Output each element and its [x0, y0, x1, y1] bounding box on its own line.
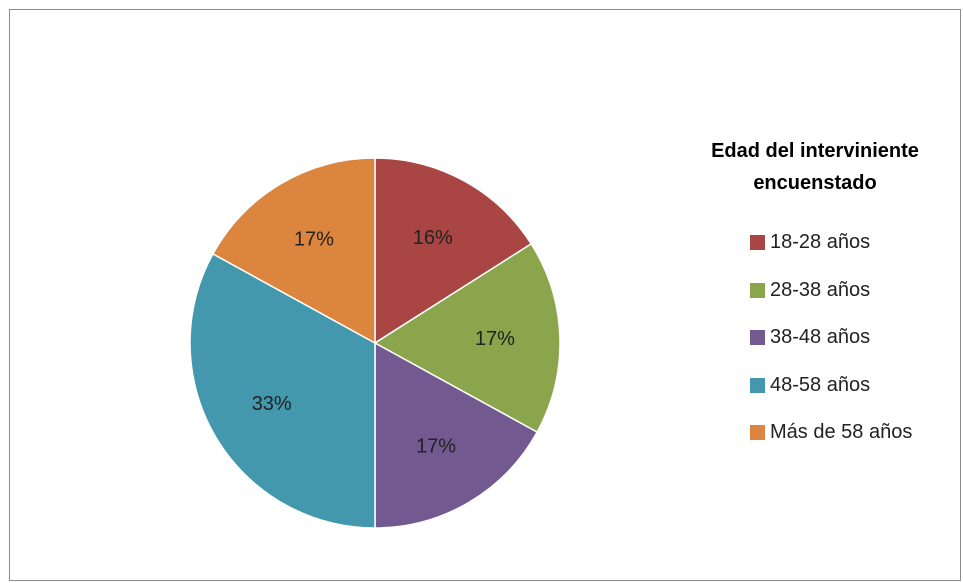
legend-item: 28-38 años — [680, 267, 950, 315]
legend-swatch — [750, 377, 765, 393]
legend-label: 28-38 años — [770, 278, 871, 301]
legend-swatch — [750, 235, 765, 251]
legend-swatch — [750, 425, 765, 441]
pie-slice — [373, 242, 561, 434]
pie-slice — [374, 341, 539, 529]
legend-item: Más de 58 años — [680, 409, 950, 457]
legend-item: 48-58 años — [680, 362, 950, 410]
slice-label: 17% — [416, 435, 456, 457]
legend-label: 48-58 años — [770, 373, 871, 396]
slice-label: 17% — [294, 229, 334, 251]
legend-title: Edad del interviniente encuenstado — [711, 140, 919, 194]
legend-label: 18-28 años — [770, 231, 871, 254]
slice-label: 16% — [413, 227, 453, 249]
pie-slice — [189, 252, 376, 529]
legend-item: 38-48 años — [680, 314, 950, 362]
legend-items: 18-28 años 28-38 años 38-48 años 48-58 a… — [680, 219, 950, 457]
legend: Edad del interviniente encuenstado 18-28… — [680, 135, 950, 457]
legend-item: 18-28 años — [680, 219, 950, 267]
slice-label: 33% — [252, 393, 292, 415]
pie-slice — [211, 157, 376, 345]
legend-swatch — [750, 282, 765, 298]
slice-label: 17% — [475, 328, 515, 350]
legend-label: Más de 58 años — [770, 421, 913, 444]
legend-label: 38-48 años — [770, 326, 871, 349]
legend-swatch — [750, 330, 765, 346]
pie-slice — [374, 157, 533, 345]
